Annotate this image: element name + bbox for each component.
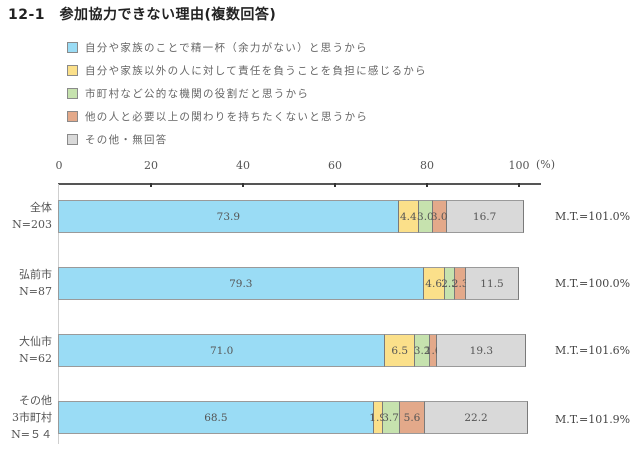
tick-mark <box>242 183 244 187</box>
chart-title: 12-1 参加協力できない理由(複数回答) <box>8 7 277 23</box>
segment-value-label: 2.3 <box>441 277 458 290</box>
segment-value-label: 2.3 <box>451 277 469 290</box>
seg-public-role: 3.2 <box>413 334 431 367</box>
tick-mark <box>334 183 336 187</box>
seg-busy: 71.0 <box>58 334 386 367</box>
seg-burden: 1.9 <box>369 401 386 434</box>
row-label-line: 大仙市 <box>19 335 52 348</box>
mt-label: M.T.=100.0% <box>555 277 631 290</box>
row-label-line: 全体 <box>30 201 52 214</box>
row-label-line: 弘前市 <box>19 268 52 281</box>
legend-label: 他の人と必要以上の関わりを持ちたくないと思うから <box>85 110 369 123</box>
seg-public-role: 2.3 <box>441 267 458 300</box>
axis-unit: (%) <box>536 158 556 171</box>
segment-value-label: 5.6 <box>403 411 421 424</box>
segment-value-label: 79.3 <box>229 277 253 290</box>
legend-item: 他の人と必要以上の関わりを持ちたくないと思うから <box>67 108 368 124</box>
legend-label: その他・無回答 <box>85 133 168 146</box>
segment-value-label: 6.5 <box>391 344 409 357</box>
row-label-other: その他 3市町村 N=５４ <box>0 392 52 443</box>
seg-avoid-relations: 3.0 <box>430 200 448 233</box>
segment-value-label: 16.7 <box>472 210 497 223</box>
tick-label: 20 <box>144 159 158 172</box>
segment-value-label: 4.6 <box>425 277 443 290</box>
seg-busy: 73.9 <box>58 200 399 233</box>
seg-burden: 4.6 <box>423 267 445 300</box>
legend-item: その他・無回答 <box>67 131 168 147</box>
seg-other: 19.3 <box>437 334 527 367</box>
legend-swatch-gray <box>67 133 78 145</box>
legend-item: 自分や家族のことで精一杯（余力がない）と思うから <box>67 39 368 55</box>
legend-swatch-yellow <box>67 64 78 76</box>
mt-label: M.T.=101.0% <box>555 210 631 223</box>
legend-swatch-orange <box>67 110 78 122</box>
tick-label: 40 <box>236 159 250 172</box>
tick-mark <box>150 183 152 187</box>
seg-burden: 6.5 <box>385 334 416 367</box>
row-label-all: 全体 N=203 <box>0 199 52 233</box>
legend-item: 市町村など公的な機関の役割だと思うから <box>67 85 309 101</box>
segment-value-label: 19.3 <box>469 344 494 357</box>
row-label-line: N=203 <box>12 218 52 231</box>
mt-label: M.T.=101.9% <box>555 413 631 426</box>
tick-label: 60 <box>328 159 342 172</box>
row-label-daisen: 大仙市 N=62 <box>0 333 52 367</box>
tick-mark <box>426 183 428 187</box>
segment-value-label: 1.9 <box>369 411 387 424</box>
segment-value-label: 3.0 <box>417 210 434 223</box>
segment-value-label: 3.7 <box>382 411 399 424</box>
segment-value-label: 1.6 <box>424 344 442 357</box>
legend-label: 自分や家族のことで精一杯（余力がない）と思うから <box>85 41 368 54</box>
seg-avoid-relations: 1.6 <box>425 334 442 367</box>
mt-label: M.T.=101.6% <box>555 344 631 357</box>
segment-value-label: 3.2 <box>413 344 431 357</box>
segment-value-label: 71.0 <box>209 344 234 357</box>
row-label-line: N=87 <box>19 285 52 298</box>
row-label-line: その他 <box>19 394 52 407</box>
legend-label: 自分や家族以外の人に対して責任を負うことを負担に感じるから <box>85 64 427 77</box>
legend-swatch-blue <box>67 41 78 53</box>
tick-label: 80 <box>420 159 434 172</box>
bar-row: 71.0 6.5 3.2 1.6 19.3 <box>58 334 527 367</box>
tick-mark <box>518 183 520 187</box>
seg-busy: 68.5 <box>58 401 374 434</box>
segment-value-label: 68.5 <box>204 411 228 424</box>
legend-label: 市町村など公的な機関の役割だと思うから <box>85 87 310 100</box>
seg-public-role: 3.7 <box>382 401 400 434</box>
bar-row: 73.9 4.4 3.0 3.0 16.7 <box>58 200 524 233</box>
segment-value-label: 73.9 <box>216 210 241 223</box>
segment-value-label: 4.4 <box>399 210 417 223</box>
legend-item: 自分や家族以外の人に対して責任を負うことを負担に感じるから <box>67 62 427 78</box>
bar-row: 68.5 1.9 3.7 5.6 22.2 <box>58 401 528 434</box>
row-label-line: N=62 <box>19 352 52 365</box>
segment-value-label: 11.5 <box>480 277 504 290</box>
tick-label: 0 <box>55 159 63 172</box>
bar-row: 79.3 4.6 2.3 2.3 11.5 <box>58 267 519 300</box>
axis-line <box>58 183 541 185</box>
seg-burden: 4.4 <box>398 200 419 233</box>
segment-value-label: 3.0 <box>430 210 448 223</box>
row-label-hirosaki: 弘前市 N=87 <box>0 266 52 300</box>
seg-other: 16.7 <box>446 200 524 233</box>
seg-other: 22.2 <box>425 401 528 434</box>
row-label-line: N=５４ <box>11 428 52 441</box>
seg-avoid-relations: 2.3 <box>451 267 469 300</box>
seg-avoid-relations: 5.6 <box>399 401 426 434</box>
seg-busy: 79.3 <box>58 267 424 300</box>
baseline <box>58 184 59 444</box>
segment-value-label: 22.2 <box>464 411 488 424</box>
legend-swatch-green <box>67 87 78 99</box>
tick-label: 100 <box>508 159 530 172</box>
seg-other: 11.5 <box>465 267 519 300</box>
seg-public-role: 3.0 <box>417 200 434 233</box>
row-label-line: 3市町村 <box>12 411 52 424</box>
